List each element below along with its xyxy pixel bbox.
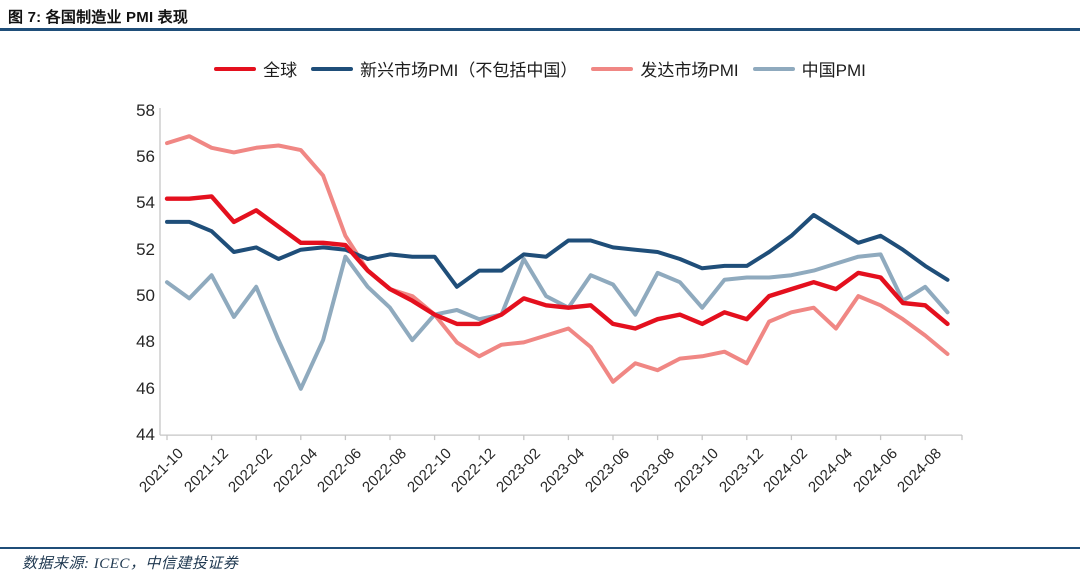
y-axis-tick-label: 46	[136, 378, 155, 398]
footer-divider	[0, 547, 1080, 549]
y-axis-tick-label: 56	[136, 147, 155, 167]
legend-item-china: 中国PMI	[752, 56, 866, 81]
y-axis-tick-label: 44	[136, 425, 155, 445]
legend-swatch-em-ex-china	[311, 66, 354, 71]
figure-title: 图 7: 各国制造业 PMI 表现	[8, 9, 189, 26]
legend-item-global: 全球	[214, 56, 297, 81]
legend-swatch-china	[752, 66, 795, 71]
y-axis-tick-label: 54	[136, 193, 155, 213]
chart-legend: 全球 新兴市场PMI（不包括中国） 发达市场PMI 中国PMI	[0, 56, 1080, 81]
title-divider	[0, 28, 1080, 31]
y-axis-tick-label: 50	[136, 286, 155, 306]
data-source-note: 数据来源: ICEC，中信建投证券	[22, 556, 239, 572]
legend-label-china: 中国PMI	[801, 61, 866, 80]
legend-item-developed: 发达市场PMI	[591, 56, 739, 81]
legend-label-developed: 发达市场PMI	[640, 61, 739, 80]
legend-swatch-developed	[591, 66, 634, 71]
legend-label-em-ex-china: 新兴市场PMI（不包括中国）	[360, 61, 578, 80]
legend-swatch-global	[214, 66, 257, 71]
y-axis-tick-label: 48	[136, 332, 155, 352]
y-axis-tick-label: 58	[136, 100, 155, 120]
y-axis-tick-label: 52	[136, 239, 155, 259]
legend-label-global: 全球	[263, 61, 298, 80]
legend-item-em-ex-china: 新兴市场PMI（不包括中国）	[311, 56, 577, 81]
